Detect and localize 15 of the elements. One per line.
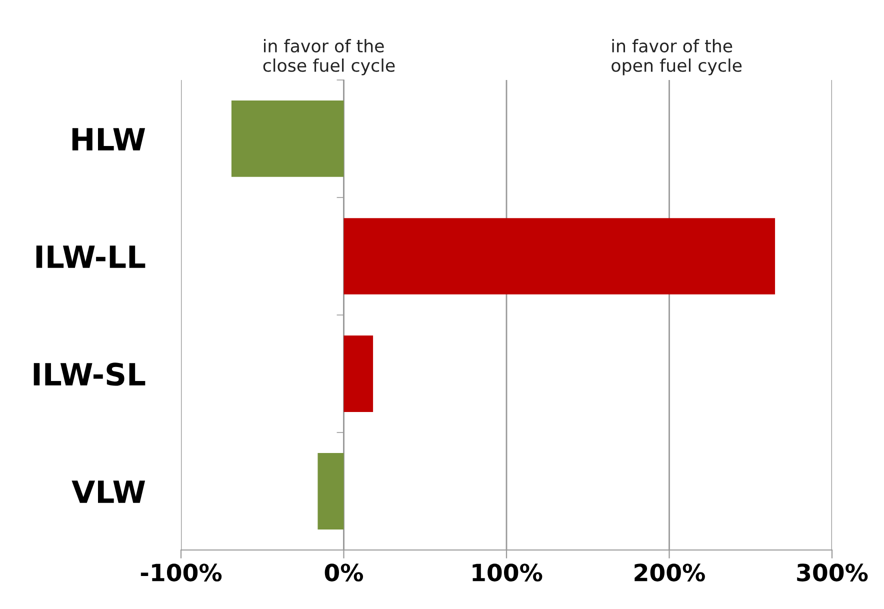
- y-tick-label: ILW-LL: [36, 246, 146, 268]
- y-tick-label: ILW-SL: [34, 362, 146, 386]
- bar: [344, 218, 776, 294]
- bar: [231, 100, 344, 177]
- x-tick-label: 200%: [634, 564, 705, 582]
- x-tick-label: 100%: [472, 564, 542, 582]
- text: in favor of the close fuel cycle: [263, 39, 395, 76]
- bar: [344, 336, 374, 412]
- x-tick-label: 300%: [797, 564, 868, 582]
- bar: [318, 453, 344, 530]
- y-tick-label: VLW: [72, 480, 146, 503]
- text: in favor of the open fuel cycle: [612, 39, 742, 76]
- x-tick-label: 0%: [324, 564, 364, 582]
- y-tick-label: HLW: [72, 128, 146, 150]
- x-tick-label: -100%: [140, 564, 222, 582]
